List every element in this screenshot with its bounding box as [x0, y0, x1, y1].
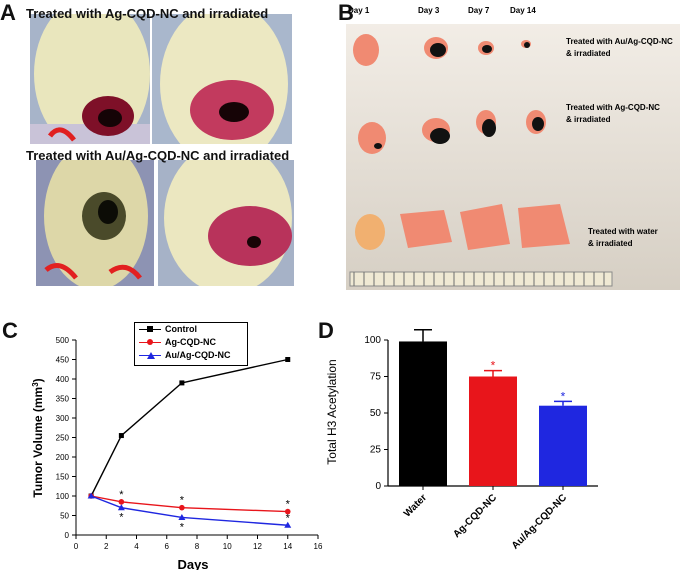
d-y-tick-label: 25: [370, 445, 382, 456]
c-y-tick-label: 500: [56, 336, 70, 345]
data-point-ag: [118, 499, 125, 505]
panel-label-b: B: [338, 0, 354, 25]
data-point-control: [285, 357, 291, 362]
triangle-marker-icon: [147, 352, 155, 359]
panel-label-c: C: [2, 318, 18, 343]
panel-label-d: D: [318, 318, 334, 343]
panel-label-a: A: [0, 0, 16, 25]
square-marker-icon: [147, 326, 153, 332]
c-y-tick-label: 0: [65, 531, 70, 540]
panel-a-caption-top: Treated with Ag-CQD-NC and irradiated: [26, 6, 269, 21]
legend-item-control: Control: [135, 323, 247, 336]
photo-auag-right: [158, 160, 294, 286]
d-category-label: Au/Ag-CQD-NC: [510, 492, 569, 551]
c-x-tick-label: 0: [74, 542, 79, 551]
data-point-ag: [179, 504, 185, 511]
significance-asterisk: *: [286, 499, 291, 511]
series-line-control: [90, 358, 288, 497]
significance-asterisk: *: [286, 512, 291, 524]
d-y-axis-label: Total H3 Acetylation: [325, 359, 339, 464]
row-label-ag-line2: & irradiated: [566, 115, 611, 124]
day-label-7: Day 7: [468, 6, 490, 15]
c-y-axis-label: Tumor Volume (mm3): [31, 378, 46, 497]
d-category-label: Water: [402, 492, 429, 519]
row-label-water: Treated with water & irradiated: [588, 226, 658, 250]
data-point-ag: [284, 508, 291, 515]
c-x-tick-label: 8: [195, 542, 200, 551]
row-label-ag-line1: Treated with Ag-CQD-NC: [566, 103, 660, 112]
legend-label-ag: Ag-CQD-NC: [165, 337, 216, 347]
significance-asterisk: *: [561, 389, 566, 403]
tumor-volume-chart: Tumor Volume (mm3) Days 0501001502002503…: [31, 336, 323, 570]
c-y-tick-label: 400: [56, 375, 70, 384]
row-label-water-line1: Treated with water: [588, 227, 658, 236]
legend-label-auag: Au/Ag-CQD-NC: [165, 350, 231, 360]
data-point-auag: [87, 492, 95, 499]
c-legend: Control Ag-CQD-NC Au/Ag-CQD-NC: [134, 322, 248, 366]
c-x-tick-label: 10: [223, 542, 232, 551]
c-y-tick-label: 100: [56, 492, 70, 501]
bar-1: [469, 376, 517, 486]
d-y-tick-label: 100: [364, 335, 381, 346]
legend-item-auag: Au/Ag-CQD-NC: [135, 349, 247, 362]
significance-asterisk: *: [119, 512, 124, 524]
photo-ag-right: [152, 14, 292, 144]
series-line-ag: [90, 495, 288, 513]
c-x-tick-label: 16: [314, 542, 323, 551]
data-point-auag: [178, 513, 186, 520]
c-x-tick-label: 2: [104, 542, 109, 551]
row-label-auag-line2: & irradiated: [566, 49, 611, 58]
h3-acetylation-chart: Total H3 Acetylation 0 25 50 75 100 Water * Ag-…: [325, 329, 598, 552]
day-label-3: Day 3: [418, 6, 440, 15]
c-x-tick-label: 12: [253, 542, 262, 551]
row-label-water-line2: & irradiated: [588, 239, 633, 248]
data-point-control: [118, 433, 124, 439]
c-x-axis-label: Days: [177, 557, 208, 570]
c-x-tick-label: 14: [283, 542, 292, 551]
row-label-ag: Treated with Ag-CQD-NC & irradiated: [566, 102, 660, 126]
day-label-14: Day 14: [510, 6, 536, 15]
d-y-tick-label: 75: [370, 372, 382, 383]
d-y-tick-label: 0: [375, 481, 381, 492]
photo-excised-tumors: [346, 24, 680, 290]
c-y-tick-label: 300: [56, 414, 70, 423]
c-y-tick-label: 450: [56, 356, 70, 365]
photo-ag-left: [30, 14, 150, 144]
row-label-auag-line1: Treated with Au/Ag-CQD-NC: [566, 37, 673, 46]
d-category-label: Ag-CQD-NC: [451, 492, 499, 540]
row-label-auag: Treated with Au/Ag-CQD-NC & irradiated: [566, 36, 673, 60]
significance-asterisk: *: [491, 359, 496, 373]
bar-2: [539, 405, 587, 486]
significance-asterisk: *: [180, 521, 185, 533]
data-point-control: [179, 380, 185, 386]
data-point-auag: [284, 521, 292, 528]
circle-marker-icon: [147, 339, 153, 345]
c-x-tick-label: 4: [134, 542, 139, 551]
c-y-tick-label: 150: [56, 473, 70, 482]
c-y-tick-label: 200: [56, 453, 70, 462]
data-point-auag: [117, 504, 125, 511]
bar-0: [399, 341, 447, 486]
day-label-1: Day 1: [348, 6, 370, 15]
d-y-tick-label: 50: [370, 408, 382, 419]
c-y-tick-label: 250: [56, 434, 70, 443]
significance-asterisk: *: [119, 489, 124, 501]
photo-auag-left: [36, 160, 154, 286]
c-x-tick-label: 6: [165, 542, 170, 551]
legend-item-ag: Ag-CQD-NC: [135, 336, 247, 349]
c-y-tick-label: 350: [56, 395, 70, 404]
series-line-auag: [90, 495, 288, 526]
c-y-tick-label: 50: [60, 512, 69, 521]
significance-asterisk: *: [180, 495, 185, 507]
legend-label-control: Control: [165, 324, 197, 334]
panel-a-caption-bottom: Treated with Au/Ag-CQD-NC and irradiated: [26, 148, 290, 163]
